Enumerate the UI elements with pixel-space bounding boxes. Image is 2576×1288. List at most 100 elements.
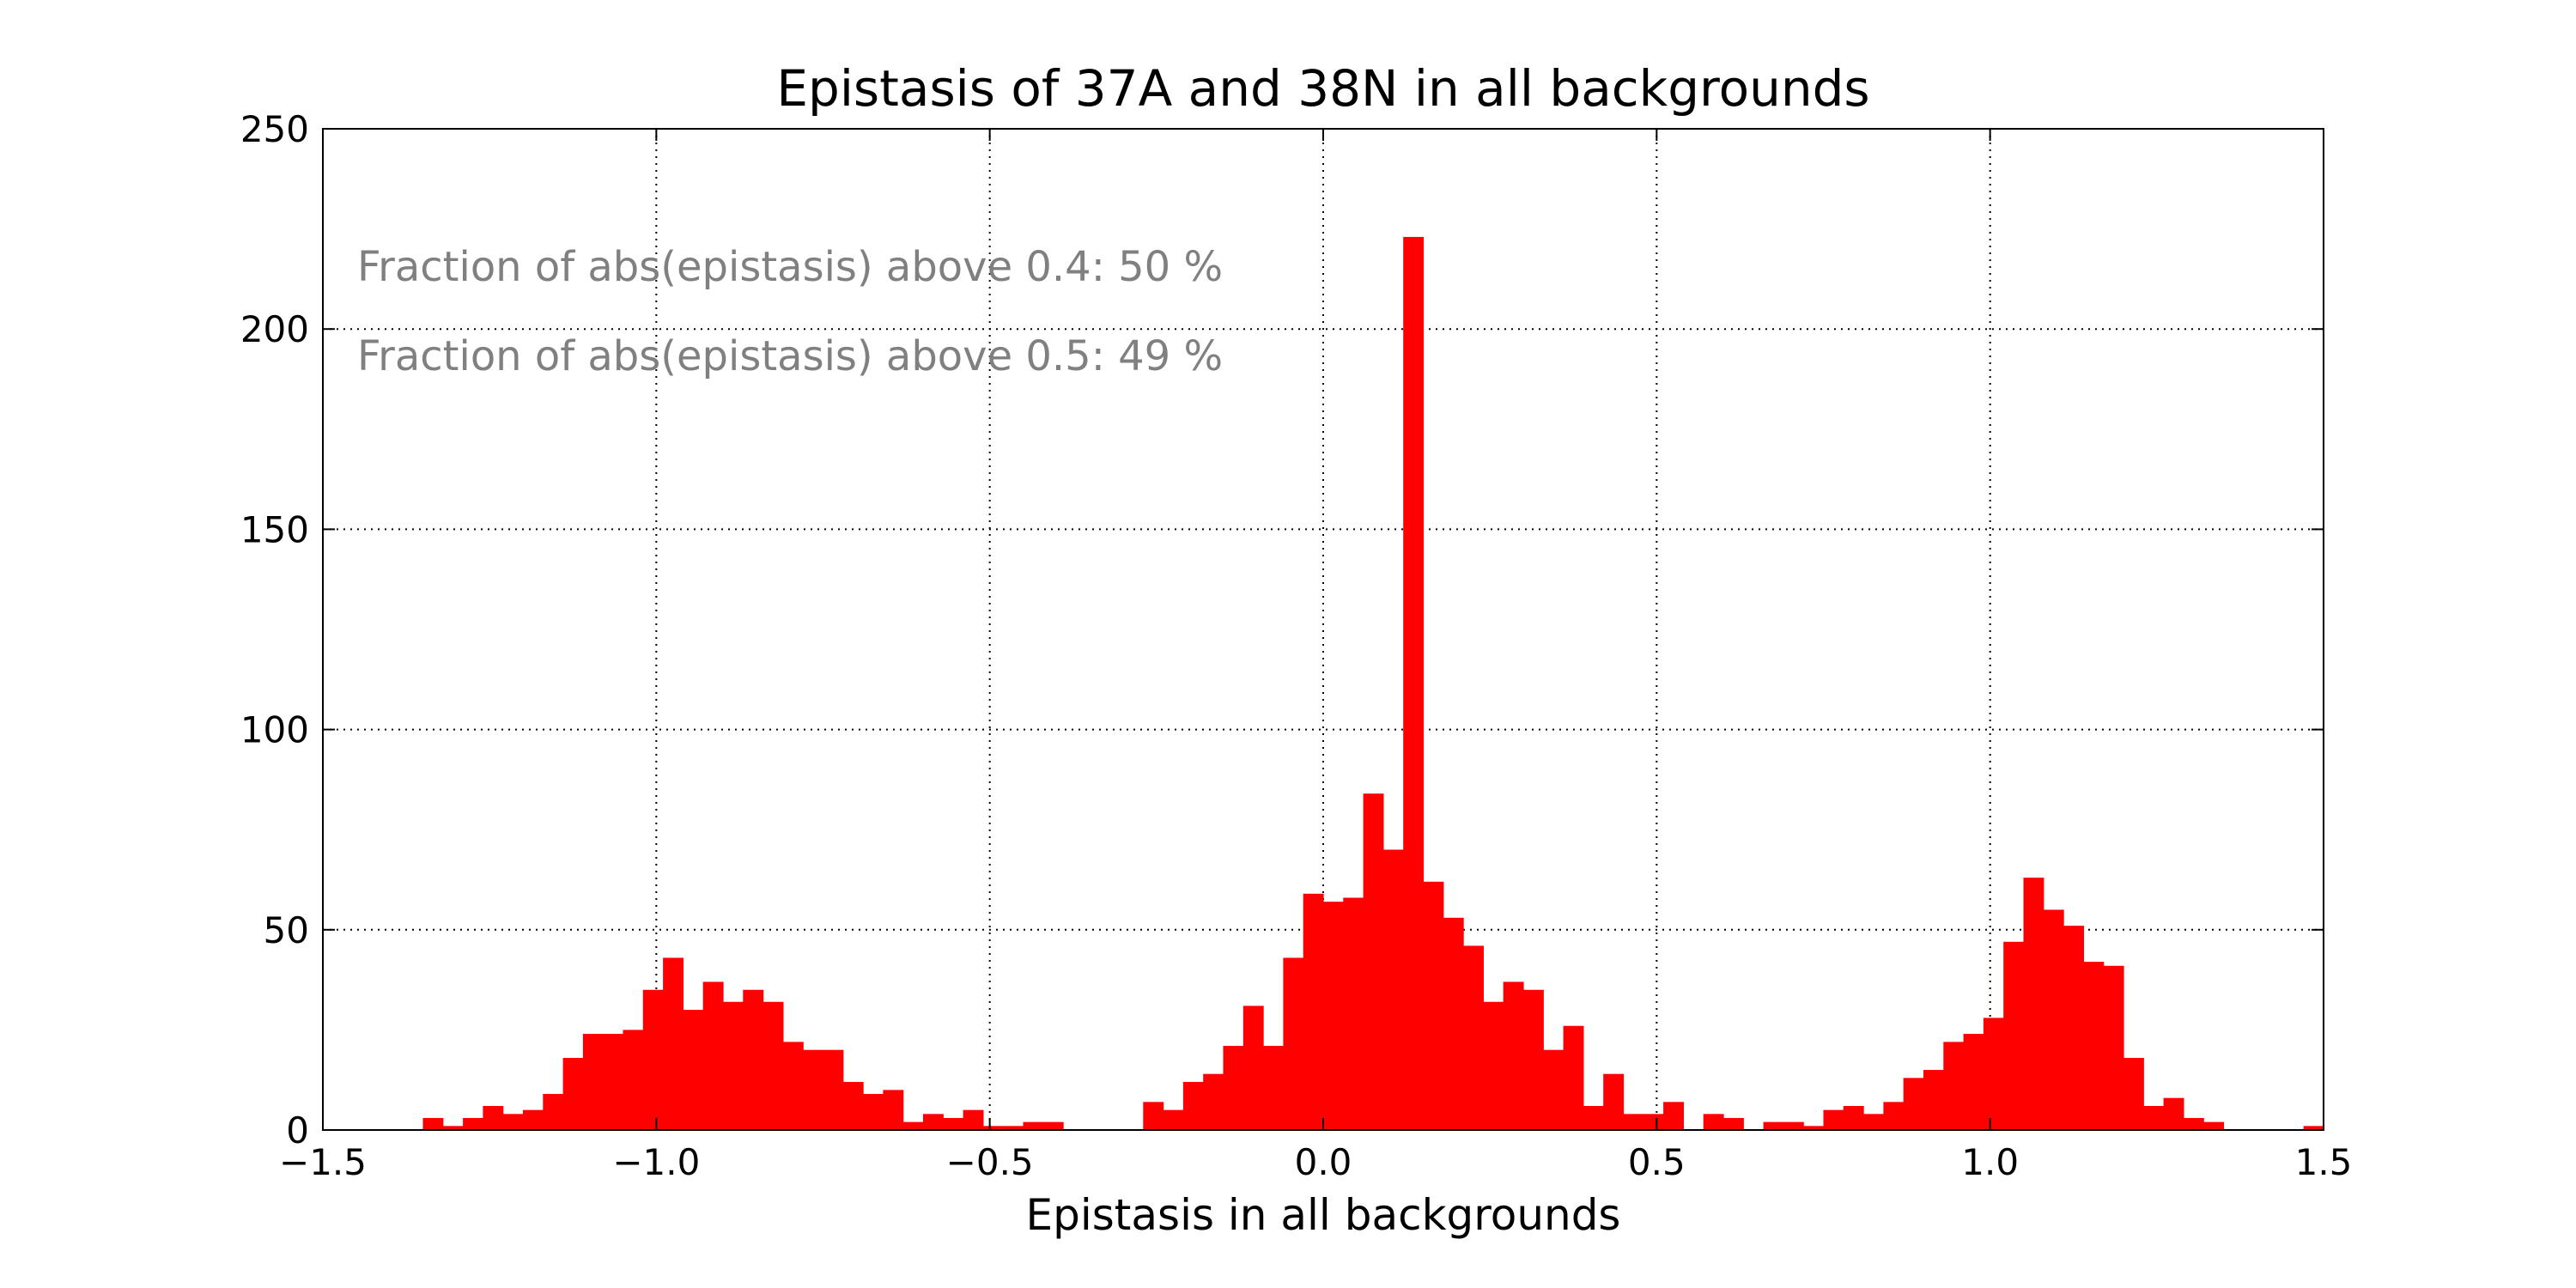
histogram-bar	[1843, 1106, 1864, 1130]
histogram-bar	[1763, 1121, 1784, 1130]
histogram-bar	[483, 1106, 504, 1130]
histogram-bar	[1543, 1049, 1564, 1130]
histogram-bar	[1443, 917, 1464, 1130]
histogram-bar	[1503, 981, 1524, 1130]
histogram-bar	[582, 1034, 604, 1130]
histogram-bar	[543, 1094, 564, 1130]
x-tick-label: −0.5	[946, 1141, 1034, 1183]
chart-title: Epistasis of 37A and 38N in all backgrou…	[776, 59, 1869, 118]
x-tick-label: −1.5	[279, 1141, 367, 1183]
x-tick-label: −1.0	[612, 1141, 700, 1183]
x-tick-label: 1.0	[1961, 1141, 2019, 1183]
histogram-bar	[1803, 1126, 1825, 1130]
y-tick-label: 200	[240, 308, 309, 350]
y-tick-labels: 0 50 100 150 200 250	[240, 108, 309, 1151]
histogram-bar	[442, 1126, 464, 1130]
annotation-threshold-0-5: Fraction of abs(epistasis) above 0.5: 49…	[357, 332, 1223, 380]
histogram-bar	[1663, 1102, 1684, 1130]
histogram-bar	[1903, 1078, 1924, 1130]
histogram-bar	[963, 1109, 984, 1130]
histogram-bar	[782, 1042, 804, 1130]
y-tick-label: 250	[240, 108, 309, 150]
histogram-bar	[1483, 1001, 1504, 1130]
histogram-bar	[702, 981, 724, 1130]
histogram-bar	[1723, 1118, 1744, 1130]
histogram-bar	[1303, 893, 1324, 1130]
histogram-bar	[943, 1118, 964, 1130]
histogram-bar	[1263, 1046, 1284, 1130]
histogram-bar	[2203, 1121, 2225, 1130]
histogram-bar	[1943, 1042, 1965, 1130]
histogram-bar	[1283, 957, 1304, 1130]
histogram-bar	[1242, 1005, 1264, 1130]
histogram-bar	[1463, 945, 1484, 1130]
histogram-bar	[2103, 965, 2124, 1130]
histogram-bar	[562, 1058, 584, 1130]
histogram-bar	[523, 1109, 544, 1130]
histogram-bar	[1363, 793, 1384, 1130]
histogram-bar	[422, 1118, 444, 1130]
histogram-bar	[502, 1114, 524, 1130]
histogram-bar	[2063, 926, 2084, 1130]
histogram-bar	[623, 1030, 644, 1130]
histogram-bar	[1603, 1073, 1625, 1130]
y-tick-label: 0	[286, 1109, 309, 1151]
histogram-bar	[982, 1126, 1004, 1130]
histogram-bar	[642, 989, 664, 1130]
histogram-bar	[2303, 1126, 2324, 1130]
annotation-threshold-0-4: Fraction of abs(epistasis) above 0.4: 50…	[357, 243, 1223, 291]
histogram-bar	[663, 957, 683, 1130]
histogram-bar	[883, 1090, 904, 1130]
histogram-bar	[463, 1118, 483, 1130]
histogram-bar	[1983, 1018, 2004, 1130]
y-tick-label: 50	[264, 909, 309, 951]
histogram-bar	[2163, 1097, 2184, 1130]
histogram-bar	[2003, 941, 2025, 1130]
x-axis-label: Epistasis in all backgrounds	[1026, 1190, 1621, 1240]
histogram-bar	[2123, 1058, 2144, 1130]
histogram-bar	[902, 1121, 924, 1130]
histogram-bar	[1343, 897, 1364, 1130]
x-tick-label: 0.5	[1628, 1141, 1686, 1183]
histogram-bar	[1703, 1114, 1724, 1130]
histogram-bar	[603, 1034, 624, 1130]
histogram-bar	[863, 1094, 884, 1130]
histogram-bar	[1583, 1106, 1604, 1130]
axis-ticks	[322, 128, 2324, 1131]
histogram-bar	[1783, 1121, 1804, 1130]
x-tick-label: 1.5	[2295, 1141, 2353, 1183]
histogram-bar	[1143, 1102, 1164, 1130]
histogram-bar	[1523, 989, 1544, 1130]
histogram-bar	[2183, 1118, 2204, 1130]
histogram-bar	[1403, 236, 1425, 1131]
histogram-bars	[422, 236, 2324, 1131]
histogram-bar	[1963, 1034, 1984, 1130]
histogram-bar	[1863, 1114, 1884, 1130]
histogram-bar	[842, 1082, 864, 1130]
histogram-bar	[1643, 1114, 1664, 1130]
y-tick-label: 150	[240, 508, 309, 550]
histogram-bar	[2143, 1106, 2165, 1130]
histogram-bar	[1323, 902, 1344, 1130]
histogram-bar	[1823, 1109, 1844, 1130]
histogram-bar	[2023, 878, 2044, 1130]
histogram-bar	[803, 1049, 824, 1130]
histogram-bar	[1203, 1073, 1224, 1130]
histogram-bar	[1883, 1102, 1905, 1130]
x-tick-labels: −1.5 −1.0 −0.5 0.0 0.5 1.0 1.5	[279, 1141, 2352, 1183]
histogram-bar	[683, 1010, 704, 1130]
histogram-bar	[762, 1001, 784, 1130]
histogram-bar	[1423, 881, 1444, 1130]
histogram-bar	[1923, 1070, 1944, 1130]
histogram-bar	[1563, 1025, 1584, 1130]
histogram-bar	[1182, 1082, 1204, 1130]
histogram-bar	[1223, 1046, 1244, 1130]
histogram-bar	[2043, 909, 2064, 1130]
histogram-bar	[1003, 1126, 1024, 1130]
histogram-bar	[1023, 1121, 1044, 1130]
histogram-bar	[1042, 1121, 1064, 1130]
histogram-bar	[2083, 962, 2105, 1130]
x-tick-label: 0.0	[1295, 1141, 1352, 1183]
